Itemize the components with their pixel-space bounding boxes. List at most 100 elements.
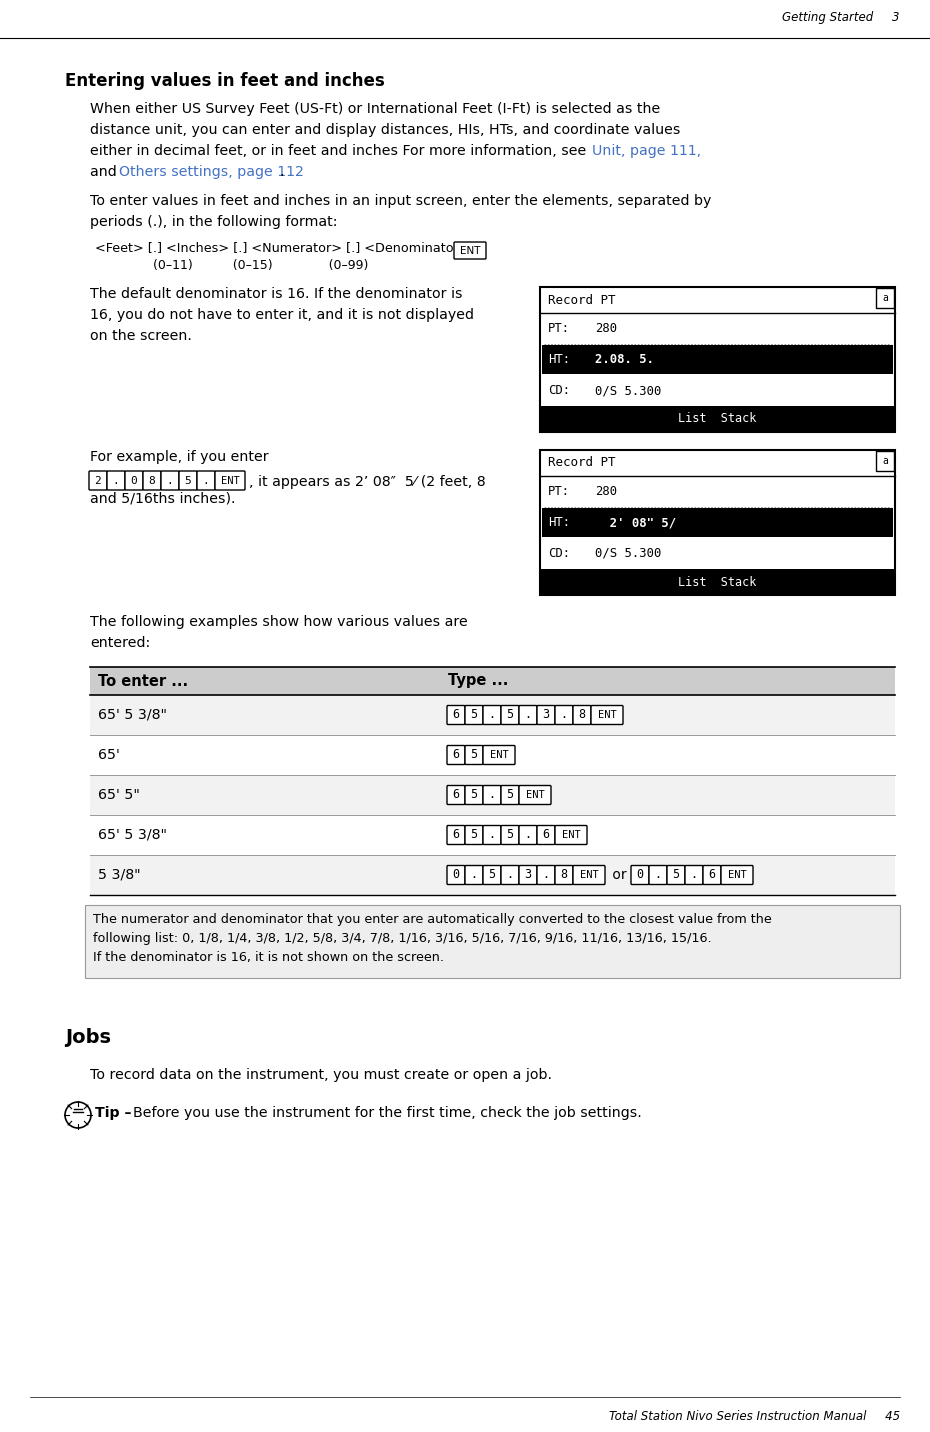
Text: For example, if you enter: For example, if you enter	[90, 450, 269, 464]
FancyBboxPatch shape	[519, 786, 551, 805]
Text: 5 3/8": 5 3/8"	[98, 868, 140, 882]
Text: 65' 5 3/8": 65' 5 3/8"	[98, 707, 167, 722]
Text: ENT: ENT	[459, 245, 480, 255]
Text: If the denominator is 16, it is not shown on the screen.: If the denominator is 16, it is not show…	[93, 951, 444, 964]
FancyBboxPatch shape	[483, 825, 501, 845]
Text: 2.08. 5.: 2.08. 5.	[595, 354, 654, 367]
Text: 5: 5	[185, 475, 192, 485]
FancyBboxPatch shape	[501, 865, 519, 885]
FancyBboxPatch shape	[573, 706, 591, 725]
FancyBboxPatch shape	[143, 471, 161, 490]
FancyBboxPatch shape	[465, 746, 483, 765]
FancyBboxPatch shape	[197, 471, 215, 490]
Text: ENT: ENT	[727, 871, 747, 881]
Text: 65' 5": 65' 5"	[98, 788, 140, 802]
Text: a: a	[882, 294, 888, 304]
FancyBboxPatch shape	[685, 865, 703, 885]
FancyBboxPatch shape	[537, 825, 555, 845]
Text: and: and	[90, 165, 121, 179]
Text: <Feet> [.] <Inches> [.] <Numerator> [.] <Denominator>: <Feet> [.] <Inches> [.] <Numerator> [.] …	[95, 241, 473, 253]
Text: ENT: ENT	[525, 790, 544, 800]
Text: .: .	[113, 475, 119, 485]
Text: Unit, page 111,: Unit, page 111,	[592, 145, 701, 158]
FancyBboxPatch shape	[501, 786, 519, 805]
FancyBboxPatch shape	[555, 825, 587, 845]
Bar	[540, 450, 895, 596]
Text: .: .	[488, 709, 496, 722]
Text: 3: 3	[525, 868, 532, 882]
Bar	[90, 815, 895, 855]
Text: .: .	[690, 868, 698, 882]
Text: HT:: HT:	[548, 354, 570, 367]
FancyBboxPatch shape	[465, 865, 483, 885]
Text: 5: 5	[672, 868, 680, 882]
Text: .: .	[655, 868, 661, 882]
Text: HT:: HT:	[548, 516, 570, 528]
Text: ENT: ENT	[562, 831, 580, 841]
Text: and 5/16ths inches).: and 5/16ths inches).	[90, 493, 235, 505]
Text: .: .	[203, 475, 209, 485]
Bar	[876, 451, 894, 471]
Text: The numerator and denominator that you enter are automatically converted to the : The numerator and denominator that you e…	[93, 914, 772, 927]
FancyBboxPatch shape	[483, 706, 501, 725]
FancyBboxPatch shape	[519, 706, 537, 725]
FancyBboxPatch shape	[465, 706, 483, 725]
Text: 5: 5	[471, 789, 478, 802]
Text: 6: 6	[452, 829, 459, 842]
FancyBboxPatch shape	[454, 242, 486, 259]
FancyBboxPatch shape	[501, 825, 519, 845]
Text: .: .	[525, 829, 532, 842]
Text: 8: 8	[578, 709, 586, 722]
FancyBboxPatch shape	[483, 865, 501, 885]
Text: 280: 280	[595, 322, 618, 335]
Text: or: or	[608, 868, 631, 882]
Text: 5: 5	[471, 709, 478, 722]
Text: Jobs: Jobs	[65, 1028, 111, 1047]
Text: .: .	[488, 829, 496, 842]
Text: 6: 6	[452, 789, 459, 802]
Text: , it appears as 2’ 08″  5⁄ (2 feet, 8: , it appears as 2’ 08″ 5⁄ (2 feet, 8	[249, 475, 485, 488]
Text: Record PT: Record PT	[548, 457, 616, 470]
Bar	[542, 345, 893, 374]
Text: (0–11)          (0–15)              (0–99): (0–11) (0–15) (0–99)	[153, 259, 368, 272]
Text: a: a	[882, 455, 888, 465]
Bar	[90, 735, 895, 775]
Bar	[540, 286, 895, 432]
Text: .: .	[471, 868, 478, 882]
Text: Total Station Nivo Series Instruction Manual     45: Total Station Nivo Series Instruction Ma…	[609, 1411, 900, 1423]
Text: The default denominator is 16. If the denominator is: The default denominator is 16. If the de…	[90, 286, 462, 301]
Text: List  Stack: List Stack	[678, 412, 757, 425]
Text: To record data on the instrument, you must create or open a job.: To record data on the instrument, you mu…	[90, 1068, 552, 1083]
FancyBboxPatch shape	[667, 865, 685, 885]
FancyBboxPatch shape	[465, 825, 483, 845]
Text: 5: 5	[507, 829, 513, 842]
Bar	[540, 407, 895, 432]
Bar	[90, 667, 895, 695]
Text: 5: 5	[471, 829, 478, 842]
Text: Tip –: Tip –	[95, 1106, 131, 1120]
Text: 5: 5	[507, 709, 513, 722]
FancyBboxPatch shape	[519, 825, 537, 845]
FancyBboxPatch shape	[519, 865, 537, 885]
Text: Type ...: Type ...	[448, 673, 509, 689]
Text: entered:: entered:	[90, 636, 151, 650]
Bar	[540, 569, 895, 596]
Text: following list: 0, 1/8, 1/4, 3/8, 1/2, 5/8, 3/4, 7/8, 1/16, 3/16, 5/16, 7/16, 9/: following list: 0, 1/8, 1/4, 3/8, 1/2, 5…	[93, 932, 711, 945]
FancyBboxPatch shape	[555, 865, 573, 885]
Text: 280: 280	[595, 485, 618, 498]
Text: 2: 2	[95, 475, 101, 485]
Text: on the screen.: on the screen.	[90, 329, 192, 344]
FancyBboxPatch shape	[631, 865, 649, 885]
Text: 65': 65'	[98, 748, 120, 762]
Text: 5: 5	[471, 749, 478, 762]
Text: 8: 8	[149, 475, 155, 485]
Text: Others settings, page 112: Others settings, page 112	[119, 165, 304, 179]
FancyBboxPatch shape	[179, 471, 197, 490]
Text: distance unit, you can enter and display distances, HIs, HTs, and coordinate val: distance unit, you can enter and display…	[90, 123, 681, 137]
Text: ENT: ENT	[220, 475, 239, 485]
FancyBboxPatch shape	[89, 471, 107, 490]
Text: ENT: ENT	[489, 750, 509, 760]
Text: 2' 08" 5/: 2' 08" 5/	[595, 516, 676, 528]
Bar	[90, 695, 895, 735]
Text: ENT: ENT	[579, 871, 598, 881]
